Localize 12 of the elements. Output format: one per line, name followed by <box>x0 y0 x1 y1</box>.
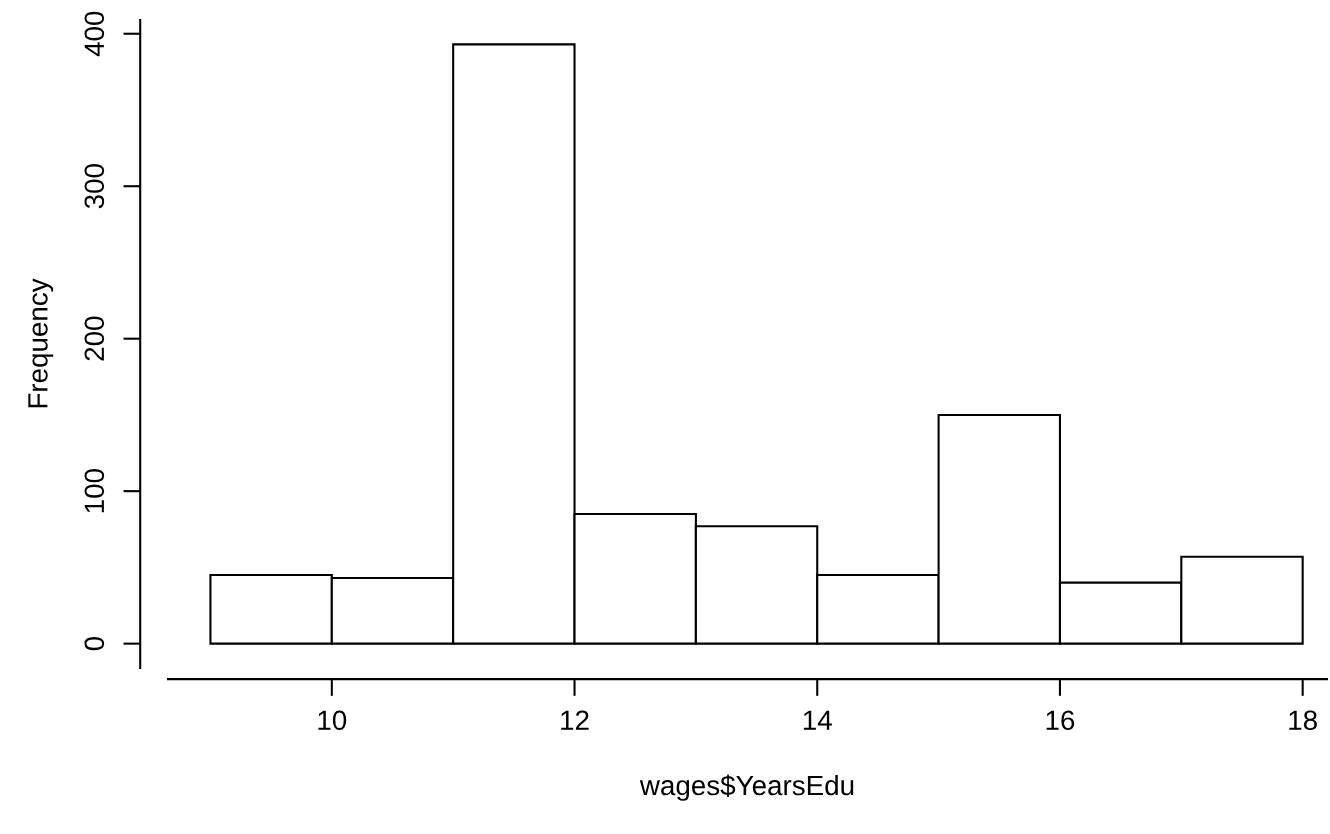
y-tick-label: 100 <box>84 469 105 513</box>
x-tick-label: 16 <box>1046 710 1075 731</box>
x-tick-label: 10 <box>318 710 347 731</box>
y-tick-label: 300 <box>84 164 105 209</box>
x-tick-label: 18 <box>1289 710 1317 731</box>
x-tick-label: 12 <box>561 710 589 730</box>
x-axis-title: wages$YearsEdu <box>639 774 854 801</box>
y-tick-label: 200 <box>84 316 105 361</box>
y-tick-label: 400 <box>84 11 105 57</box>
x-tick-label: 14 <box>803 710 832 730</box>
y-axis-title: Frequency <box>28 278 54 408</box>
y-tick-label: 0 <box>84 637 105 651</box>
